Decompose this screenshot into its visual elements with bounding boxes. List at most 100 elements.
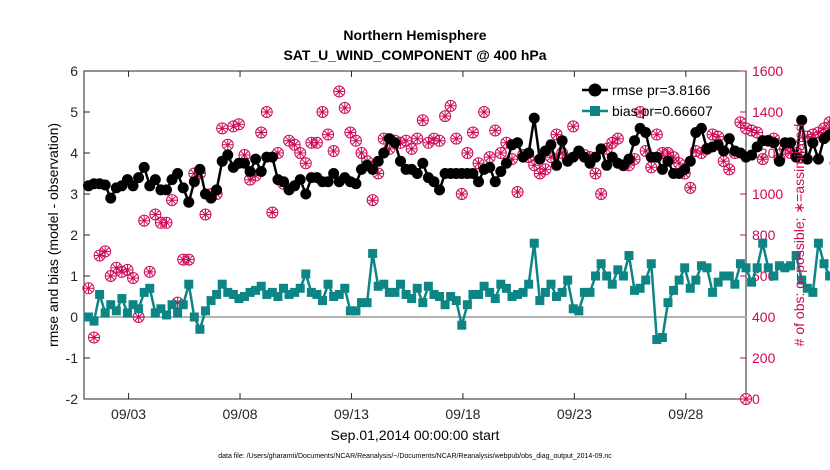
- obs-assimilated-marker: [685, 182, 696, 193]
- rmse-point: [250, 153, 262, 165]
- obs-assimilated-marker: [490, 125, 501, 136]
- rmse-point: [528, 112, 540, 124]
- bias-point: [708, 287, 718, 297]
- obs-assimilated-marker: [440, 111, 451, 122]
- bias-point: [763, 263, 773, 273]
- obs-assimilated-marker: [484, 152, 495, 163]
- bias-point: [106, 300, 116, 310]
- obs-possible-marker: [478, 106, 491, 118]
- bias-point: [122, 308, 132, 318]
- obs-assimilated-marker: [462, 148, 473, 158]
- bias-point: [301, 269, 311, 279]
- bias-point: [262, 289, 272, 299]
- obs-possible-marker: [166, 194, 179, 207]
- obs-assimilated-marker: [167, 195, 177, 206]
- obs-assimilated-marker: [295, 148, 306, 158]
- obs-assimilated-marker: [507, 154, 517, 165]
- bias-point: [635, 283, 645, 293]
- bias-point: [574, 306, 584, 316]
- bias-point: [379, 279, 389, 289]
- bias-point: [273, 292, 283, 301]
- obs-assimilated-marker: [651, 129, 662, 140]
- obs-possible-marker: [723, 163, 736, 176]
- y-right-tick-label: 1000: [752, 186, 783, 202]
- rmse-point: [484, 161, 496, 173]
- bias-point: [451, 296, 461, 306]
- obs-assimilated-marker: [540, 164, 551, 175]
- y-tick-label: 1: [70, 268, 78, 284]
- rmse-point: [417, 157, 429, 169]
- obs-possible-marker: [550, 128, 563, 141]
- obs-assimilated-marker: [183, 254, 194, 265]
- rmse-point: [238, 157, 250, 169]
- obs-assimilated-marker: [256, 127, 267, 138]
- obs-assimilated-marker: [94, 250, 105, 261]
- rmse-point: [523, 147, 535, 159]
- bias-point: [317, 296, 327, 306]
- obs-assimilated-marker: [696, 148, 707, 158]
- obs-possible-marker: [528, 159, 541, 172]
- rmse-point: [277, 176, 289, 188]
- rmse-point: [222, 149, 234, 161]
- obs-possible-marker: [411, 132, 424, 145]
- bias-point: [568, 304, 578, 314]
- bias-point: [507, 292, 517, 301]
- bias-point: [323, 279, 333, 289]
- bias-point: [825, 271, 830, 281]
- obs-possible-marker: [466, 126, 479, 139]
- obs-possible-marker: [266, 206, 279, 219]
- obs-assimilated-marker: [757, 154, 768, 165]
- rmse-point: [807, 137, 819, 149]
- obs-assimilated-marker: [144, 266, 155, 277]
- obs-assimilated-marker: [401, 135, 412, 146]
- left-axis-ticks: -2 -1 0 1 2 3 4 5 6: [66, 63, 90, 407]
- bias-point: [457, 320, 467, 330]
- obs-assimilated-marker: [456, 189, 467, 199]
- obs-possible-marker: [88, 331, 101, 344]
- obs-assimilated-marker: [150, 209, 161, 220]
- rmse-point: [434, 184, 446, 196]
- bias-point: [206, 296, 216, 306]
- rmse-point: [328, 168, 340, 179]
- obs-assimilated-marker: [417, 115, 428, 126]
- obs-possible-marker: [310, 136, 323, 149]
- obs-assimilated-marker: [529, 160, 540, 171]
- obs-possible-marker: [639, 144, 652, 157]
- rmse-point: [105, 192, 117, 204]
- rmse-point: [629, 135, 641, 147]
- obs-assimilated-marker: [339, 102, 350, 113]
- obs-assimilated-marker: [133, 312, 144, 322]
- rmse-point: [99, 179, 111, 191]
- y-axis-label: rmse and bias (model - observation): [45, 123, 61, 347]
- obs-assimilated-marker: [111, 262, 122, 273]
- obs-assimilated-marker: [373, 168, 384, 179]
- y-right-tick-label: 0: [752, 391, 760, 407]
- bias-point: [334, 289, 344, 299]
- obs-assimilated-marker: [284, 135, 295, 146]
- obs-assimilated-marker: [674, 158, 685, 169]
- rmse-point: [534, 153, 546, 165]
- bias-point: [178, 300, 188, 310]
- obs-possible-marker: [232, 118, 245, 131]
- obs-assimilated-marker: [261, 107, 272, 117]
- rmse-point: [149, 174, 161, 186]
- bias-point: [702, 263, 712, 273]
- bias-point: [540, 287, 550, 297]
- obs-possible-marker: [366, 194, 379, 207]
- bias-point: [802, 283, 812, 293]
- obs-possible-marker: [489, 124, 502, 137]
- chart-title: Northern Hemisphere: [343, 27, 486, 43]
- rmse-point: [350, 178, 362, 190]
- obs-assimilated-marker: [89, 332, 99, 343]
- x-axis-label: Sep.01,2014 00:00:00 start: [331, 427, 500, 443]
- rmse-point: [656, 163, 668, 175]
- rmse-point: [746, 149, 758, 161]
- obs-assimilated-marker: [250, 170, 261, 181]
- bias-point: [200, 306, 210, 316]
- obs-assimilated-marker: [356, 148, 367, 158]
- obs-possible-marker: [416, 114, 429, 127]
- rmse-point: [545, 139, 557, 151]
- bias-point: [435, 292, 445, 301]
- bias-point: [786, 261, 796, 271]
- bias-point: [485, 287, 495, 297]
